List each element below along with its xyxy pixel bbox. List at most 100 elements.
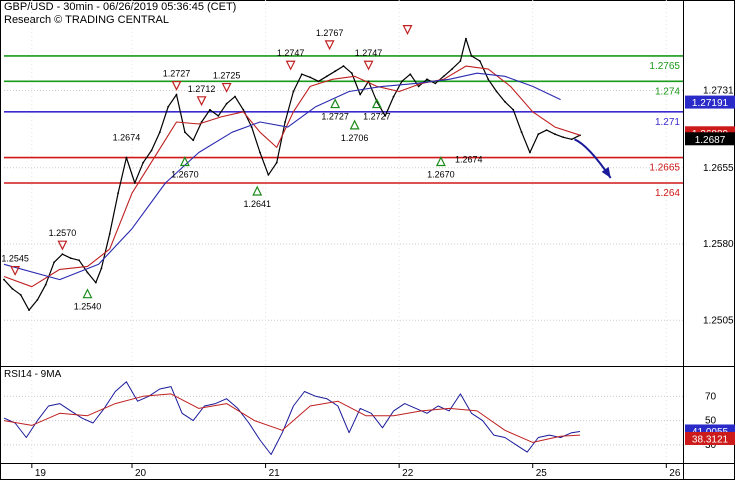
- support-marker: [435, 156, 446, 167]
- price-point: [465, 37, 467, 40]
- x-tick-label: 20: [135, 468, 147, 479]
- resistance-label: 1.2727: [163, 69, 191, 79]
- price-point: [259, 151, 261, 154]
- support-marker: [371, 98, 382, 109]
- price-point: [78, 259, 81, 262]
- price-point: [158, 131, 161, 134]
- resistance-marker: [196, 96, 207, 107]
- price-point: [495, 90, 498, 93]
- price-point: [28, 309, 30, 311]
- support-marker: [252, 185, 263, 196]
- price-point: [367, 80, 370, 83]
- price-point: [11, 287, 14, 290]
- resistance-marker: [221, 82, 232, 93]
- price-point: [175, 93, 178, 96]
- price-point: [61, 253, 64, 256]
- price-point: [434, 82, 437, 85]
- price-point: [36, 299, 39, 301]
- support-label: 1.2727: [321, 112, 349, 122]
- support-marker: [349, 119, 360, 130]
- price-point: [275, 161, 278, 164]
- price-point: [309, 76, 312, 79]
- price-point: [117, 192, 119, 195]
- price-point: [470, 55, 473, 57]
- rsi-series: [3, 393, 581, 443]
- x-tick-label: 21: [269, 468, 281, 479]
- chart-subtitle: Research © TRADING CENTRAL: [4, 14, 169, 26]
- series-price: [3, 38, 581, 311]
- price-point: [69, 257, 72, 260]
- price-point: [125, 156, 128, 159]
- price-point: [142, 161, 145, 164]
- price-point: [267, 173, 270, 176]
- rsi-tick-label: 70: [705, 391, 717, 402]
- price-point: [442, 75, 445, 78]
- resistance-marker: [402, 25, 413, 35]
- resistance-label: 1.2570: [49, 228, 77, 238]
- price-point: [512, 108, 515, 111]
- price-point: [342, 65, 345, 67]
- price-point: [409, 73, 412, 76]
- resistance-label: 1.2747: [355, 48, 383, 58]
- price-point: [242, 108, 245, 111]
- level-label: 1.264: [655, 188, 680, 199]
- price-point: [417, 85, 420, 88]
- projection-arrowhead: [601, 166, 611, 178]
- level-annotation-label: 1.2674: [113, 132, 141, 142]
- price-tag-box: [685, 132, 735, 146]
- price-tag-label: 1.27191: [692, 98, 729, 109]
- price-point: [504, 100, 506, 103]
- price-tag-label: 1.2687: [695, 135, 726, 146]
- price-point: [150, 149, 153, 152]
- price-point: [554, 133, 556, 136]
- resistance-label: 1.2712: [188, 84, 216, 94]
- price-point: [359, 93, 362, 96]
- price-point: [183, 131, 186, 134]
- price-tick-label: 1.2655: [703, 163, 734, 174]
- support-marker: [82, 288, 93, 299]
- price-point: [225, 102, 228, 105]
- series-ma-fast: [3, 65, 581, 288]
- price-point: [94, 281, 97, 284]
- support-label: 1.2727: [363, 112, 391, 122]
- resistance-label: 1.2767: [316, 28, 344, 38]
- series-ma-slow: [3, 72, 561, 281]
- x-tick-label: 26: [669, 468, 681, 479]
- price-tag-box: [685, 95, 735, 109]
- price-point: [426, 78, 428, 81]
- resistance-label: 1.2747: [277, 48, 305, 58]
- support-label: 1.2670: [171, 170, 199, 180]
- price-tick-label: 1.2580: [703, 239, 734, 250]
- price-point: [325, 75, 328, 78]
- price-point: [100, 267, 103, 270]
- price-point: [529, 151, 531, 154]
- price-tick-label: 1.2731: [703, 85, 734, 96]
- resistance-marker: [171, 80, 182, 91]
- rsi-tick-label: 50: [705, 416, 717, 427]
- price-point: [44, 283, 47, 286]
- price-point: [334, 70, 337, 73]
- chart-title: GBP/USD - 30min - 06/26/2019 05:36:45 (C…: [4, 1, 237, 13]
- price-point: [570, 138, 573, 141]
- price-point: [487, 78, 490, 81]
- price-point: [284, 121, 286, 123]
- rsi-title: RSI14 - 9MA: [4, 369, 62, 380]
- resistance-label: 1.2545: [1, 254, 29, 264]
- resistance-marker: [363, 60, 374, 71]
- price-point: [234, 95, 236, 98]
- rsi-tag-label: 38.3121: [692, 434, 729, 445]
- price-point: [478, 60, 481, 62]
- price-point: [86, 271, 89, 274]
- resistance-marker: [10, 265, 21, 276]
- x-tick-label: 22: [402, 468, 414, 479]
- resistance-marker: [57, 240, 68, 251]
- x-tick-label: 19: [35, 468, 47, 479]
- price-point: [3, 278, 5, 281]
- support-marker: [179, 156, 190, 167]
- price-point: [167, 105, 170, 108]
- price-point: [401, 80, 403, 83]
- price-point: [451, 68, 453, 71]
- level-label: 1.2665: [649, 163, 680, 174]
- rsi-tick-label: 30: [705, 440, 717, 451]
